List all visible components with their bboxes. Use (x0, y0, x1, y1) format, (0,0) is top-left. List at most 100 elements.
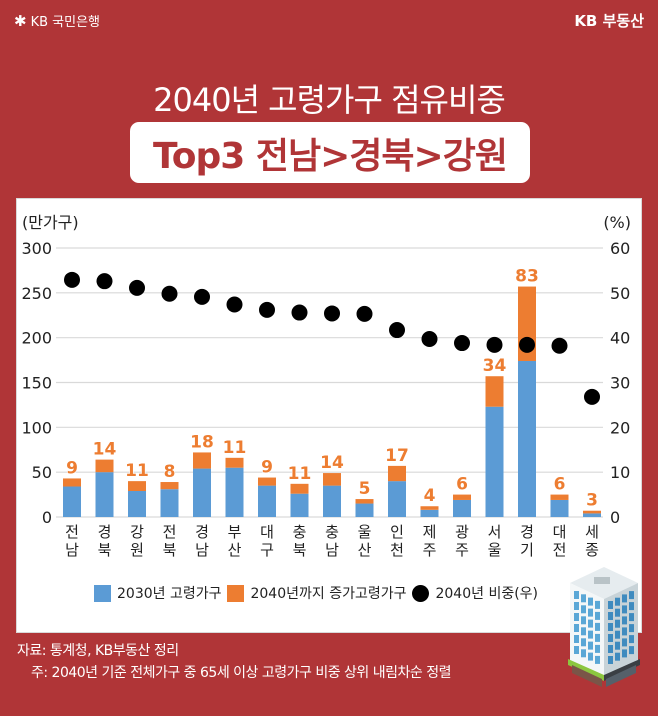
building-window (595, 611, 600, 620)
data-label: 9 (261, 458, 273, 478)
building-window (574, 591, 579, 599)
kb-kookmin-bank-logo: ✱ KB 국민은행 (14, 11, 100, 31)
building-window (581, 605, 586, 614)
ratio-dot (324, 305, 340, 322)
x-tick-label: 주 (423, 541, 437, 559)
data-label: 17 (385, 446, 409, 466)
building-window (574, 624, 579, 632)
x-tick-label: 북 (98, 541, 112, 559)
building-window (622, 594, 627, 603)
bar-2030 (355, 503, 374, 517)
building-window (588, 619, 593, 628)
y-right-tick-label: 30 (610, 374, 630, 393)
building-window (581, 627, 586, 636)
subtitle-box: Top3 전남>경북>강원 (130, 122, 530, 183)
x-tick-label: 서 (488, 523, 502, 541)
x-tick-label: 천 (390, 541, 404, 559)
ratio-dot (389, 322, 405, 339)
legend-label: 2030년 고령가구 (117, 586, 222, 602)
gridlines (56, 247, 603, 518)
x-tick-label: 부 (228, 523, 242, 541)
bars (63, 286, 601, 517)
data-label: 14 (320, 453, 344, 473)
bar-2030 (160, 489, 179, 517)
x-tick-label: 충 (325, 523, 339, 541)
bar-2030 (323, 485, 341, 517)
x-tick-label: 주 (455, 541, 469, 559)
data-label: 11 (223, 438, 247, 458)
building-window (615, 597, 620, 606)
x-tick-label: 원 (130, 541, 144, 559)
building-window (595, 633, 600, 642)
x-tick-label: 산 (358, 541, 372, 559)
building-window (629, 591, 634, 600)
bar-increase (388, 465, 406, 482)
bar-increase (485, 376, 504, 407)
ratio-dot (356, 305, 373, 322)
x-tick-label: 경 (195, 523, 209, 541)
bar-2030 (518, 360, 536, 517)
x-tick-label: 남 (195, 541, 209, 559)
x-tick-label: 전 (65, 523, 79, 541)
building-window (595, 600, 600, 609)
data-label: 6 (554, 475, 566, 495)
building-window (588, 608, 593, 617)
legend-item-ratio: 2040년 비중(우) (412, 583, 538, 603)
building-window (622, 605, 627, 614)
data-label: 14 (93, 440, 117, 460)
building-window (581, 616, 586, 625)
x-tick-label: 종 (585, 541, 599, 559)
data-label: 11 (288, 464, 312, 484)
ratio-dot (64, 271, 80, 288)
x-tick-label: 대 (260, 523, 274, 541)
building-window (622, 616, 627, 625)
legend-label: 2040년 비중(우) (435, 586, 539, 602)
ratio-dot (519, 336, 535, 353)
ratio-dot (259, 301, 275, 318)
y-tick-label: 100 (21, 418, 52, 437)
bar-increase (355, 499, 374, 504)
building-window (622, 649, 627, 658)
ratio-dot (291, 304, 308, 321)
legend: 2030년 고령가구 2040년까지 증가고령가구 2040년 비중(우) (94, 583, 544, 603)
x-tick-label: 제 (423, 523, 437, 541)
building-window (629, 635, 634, 644)
data-label: 9 (66, 458, 78, 478)
ratio-dot (161, 285, 178, 302)
data-label: 6 (456, 475, 468, 495)
bar-increase (550, 494, 569, 500)
legend-item-increase: 2040년까지 증가고령가구 (227, 583, 406, 603)
building-window (588, 652, 593, 661)
y-tick-label: 250 (21, 284, 52, 303)
building-window (608, 634, 613, 642)
bar-2030 (193, 468, 211, 517)
building-window (588, 597, 593, 606)
bank-name: KB 국민은행 (30, 15, 100, 30)
building-window (622, 638, 627, 647)
y-tick-label: 300 (21, 239, 52, 258)
building-window (595, 622, 600, 631)
kb-star-icon: ✱ (14, 11, 27, 30)
data-label: 8 (164, 462, 176, 482)
data-label: 3 (586, 491, 598, 511)
y-right-tick-label: 0 (610, 508, 620, 527)
legend-dot-icon (412, 584, 430, 602)
legend-item-2030: 2030년 고령가구 (94, 583, 221, 603)
footnotes: 자료: 통계청, KB부동산 정리 주: 2040년 기준 전체가구 중 65세… (17, 640, 452, 684)
y-right-tick-label: 10 (610, 463, 630, 482)
building-window (574, 602, 579, 610)
x-tick-label: 북 (163, 541, 177, 559)
legend-label: 2040년까지 증가고령가구 (250, 586, 407, 602)
building-window (581, 638, 586, 647)
legend-swatch-orange (227, 584, 245, 602)
y-right-tick-label: 60 (610, 239, 630, 258)
x-tick-label: 기 (520, 541, 534, 559)
bar-increase (323, 473, 341, 486)
data-label: 34 (483, 356, 507, 376)
building-window (608, 601, 613, 609)
data-label: 18 (190, 432, 214, 452)
bar-increase (258, 477, 276, 486)
